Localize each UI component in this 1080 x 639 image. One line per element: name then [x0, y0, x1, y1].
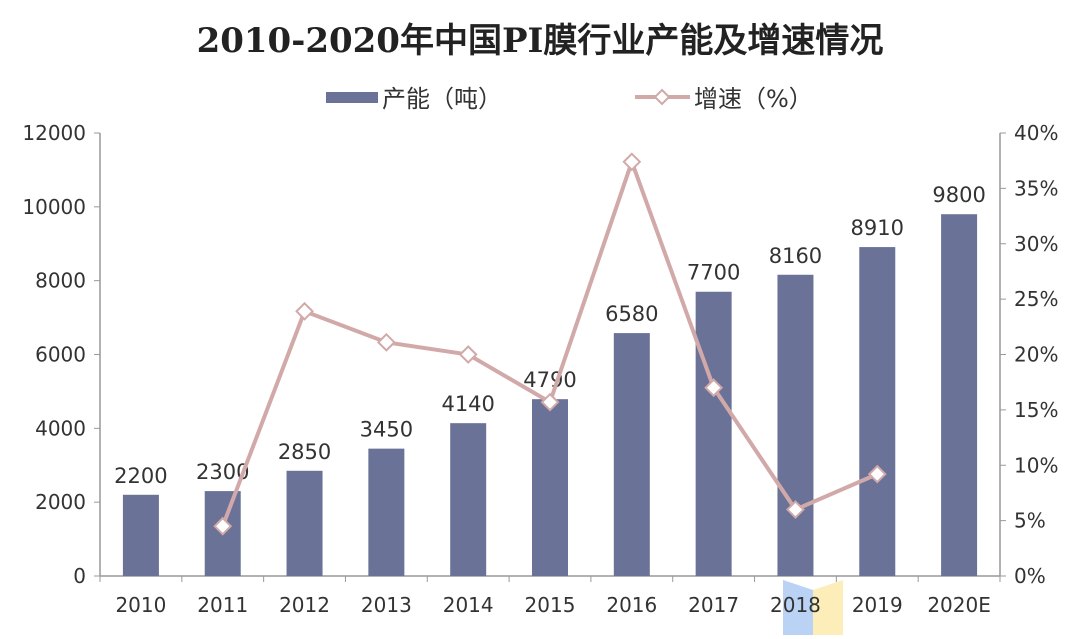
growth-point-2011: [213, 516, 233, 536]
bar-2020E: [941, 214, 978, 576]
bar-data-label: 2200: [114, 464, 167, 488]
bar-2018: [777, 274, 814, 576]
watermark-logo-yellow: [813, 580, 843, 635]
bar-2015: [532, 399, 568, 576]
x-tick-label: 2010: [115, 593, 166, 617]
bar-data-label: 9800: [932, 183, 985, 207]
legend: 产能（吨） 增速（%）: [326, 85, 813, 113]
legend-swatch-bar: [326, 92, 378, 103]
bars: 2200 230028503450414047906580770081608910…: [114, 183, 986, 576]
x-tick-label: 2011: [197, 593, 248, 617]
left-tick-label: 8000: [35, 269, 86, 293]
growth-point-2019: [867, 464, 887, 484]
bar-2013: [368, 448, 405, 576]
bar-data-label: 4790: [523, 368, 576, 392]
bar-2017: [695, 291, 732, 576]
right-tick-label: 20%: [1014, 343, 1058, 367]
growth-point-2016: [622, 152, 642, 172]
x-tick-label: 2013: [361, 593, 412, 617]
right-tick-label: 25%: [1014, 287, 1058, 311]
left-tick-label: 12000: [22, 121, 86, 145]
growth-point-2012: [295, 301, 314, 321]
x-tick-label: 2014: [443, 593, 494, 617]
axes: 0 2000 4000 6000 8000 10000 12000 0% 5% 10% 15% 20%…: [22, 121, 1058, 617]
left-tick-label: 0: [73, 564, 86, 588]
right-tick-label: 35%: [1014, 176, 1058, 200]
legend-label-bar: 产能（吨）: [382, 85, 502, 113]
bar-2010: [122, 494, 159, 576]
left-tick-label: 2000: [35, 490, 86, 514]
right-tick-label: 15%: [1014, 398, 1058, 422]
left-tick-label: 6000: [35, 343, 86, 367]
watermark-logo: [783, 580, 843, 635]
x-tick-label: 2020E: [927, 593, 991, 617]
bar-2012: [286, 470, 323, 576]
bar-data-label: 8910: [851, 216, 904, 240]
bar-2016: [613, 333, 650, 576]
legend-marker-diamond: [653, 88, 671, 106]
growth-point-2013: [376, 332, 396, 352]
growth-point-2014: [458, 345, 478, 364]
x-tick-label: 2019: [852, 593, 903, 617]
x-tick-label: 2012: [279, 593, 330, 617]
bar-data-label: 7700: [687, 261, 740, 285]
bar-data-label: 2850: [278, 440, 331, 464]
x-tick-label: 2015: [525, 593, 576, 617]
bar-data-label: 4140: [441, 392, 494, 416]
x-tick-label: 2016: [606, 593, 657, 617]
growth-point-2018: [786, 500, 805, 519]
left-tick-label: 4000: [35, 416, 86, 440]
right-tick-label: 5%: [1014, 509, 1046, 533]
bar-data-label: 8160: [769, 244, 822, 268]
right-tick-label: 30%: [1014, 232, 1058, 256]
growth-point-2015: [540, 392, 560, 412]
right-tick-label: 0%: [1014, 564, 1046, 588]
x-tick-label: 2018: [770, 593, 821, 617]
chart-title: 2010-2020年中国PI膜行业产能及增速情况: [197, 21, 884, 61]
left-tick-label: 10000: [22, 195, 86, 219]
growth-point-2017: [704, 378, 724, 398]
legend-label-line: 增速（%）: [694, 85, 813, 113]
bar-2019: [859, 247, 896, 576]
watermark-logo-blue: [783, 580, 813, 635]
bar-data-label: 3450: [360, 418, 413, 442]
bar-2014: [450, 423, 487, 576]
right-tick-label: 40%: [1014, 121, 1058, 145]
bar-data-label: 6580: [605, 302, 658, 326]
right-tick-label: 10%: [1014, 453, 1058, 477]
x-tick-label: 2017: [688, 593, 739, 617]
growth-series: [213, 152, 887, 536]
